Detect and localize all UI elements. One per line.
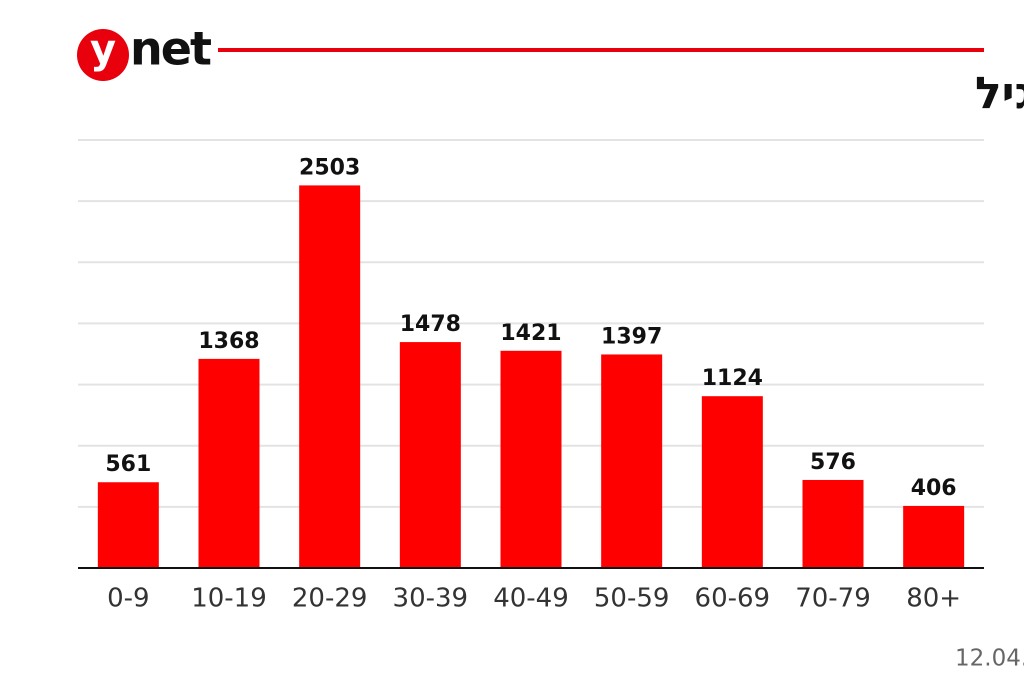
bar <box>601 354 663 568</box>
chart-title: חולים לפי קבוצת גיל <box>975 68 1024 119</box>
bar <box>500 350 562 568</box>
x-tick-label: 0-9 <box>107 584 149 614</box>
logo-mark: y <box>90 27 116 73</box>
bar <box>198 358 260 568</box>
x-tick-label: 30-39 <box>393 584 469 614</box>
value-label: 2503 <box>299 155 360 180</box>
value-label: 1478 <box>400 312 461 337</box>
bar <box>97 482 159 568</box>
value-label: 1368 <box>198 329 259 354</box>
value-label: 561 <box>105 452 151 477</box>
bar <box>299 185 361 569</box>
value-label: 406 <box>911 476 957 501</box>
bar <box>701 396 763 568</box>
value-label: 576 <box>810 450 856 475</box>
x-tick-label: 10-19 <box>191 584 267 614</box>
value-label: 1421 <box>500 321 561 346</box>
x-tick-label: 60-69 <box>695 584 771 614</box>
value-label: 1124 <box>702 366 763 391</box>
logo-text: net <box>130 22 211 76</box>
value-label: 1397 <box>601 324 662 349</box>
x-tick-label: 20-29 <box>292 584 368 614</box>
x-tick-label: 70-79 <box>795 584 871 614</box>
source-note: *לפי נתוני משרד הבריאות ל-12.04.20 <box>955 646 1024 672</box>
bar <box>903 505 965 568</box>
x-tick-label: 40-49 <box>493 584 569 614</box>
bar <box>399 342 461 568</box>
bar <box>802 479 864 568</box>
x-tick-label: 50-59 <box>594 584 670 614</box>
logo-circle <box>77 29 129 81</box>
x-tick-label: 80+ <box>906 584 961 614</box>
